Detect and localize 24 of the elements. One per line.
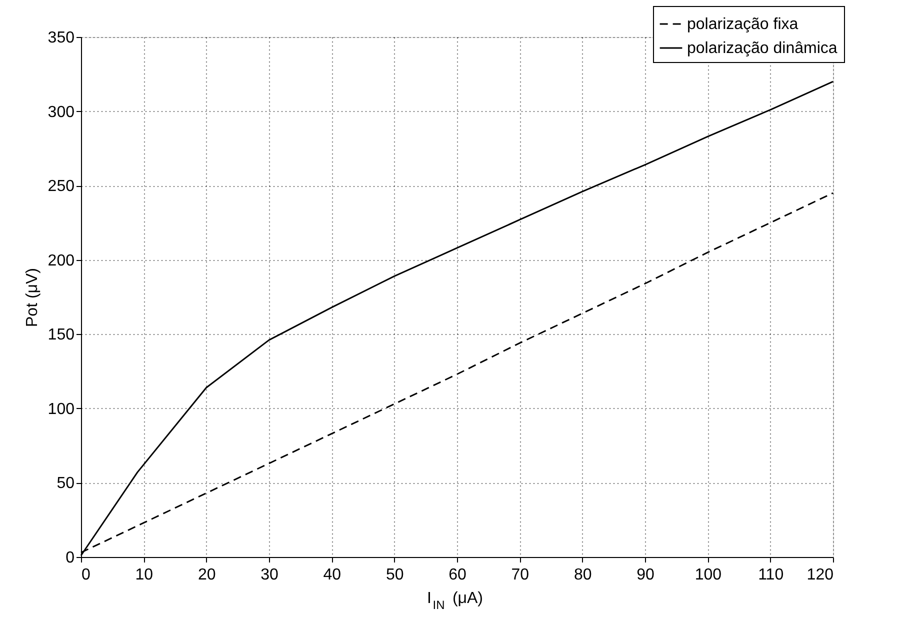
x-tick-label: 0 [82, 566, 90, 584]
x-tick-label: 20 [198, 566, 216, 584]
y-tick-label: 150 [48, 326, 75, 344]
y-tick-label: 350 [48, 30, 75, 46]
x-tick-label: 90 [636, 566, 654, 584]
x-tick-label: 60 [448, 566, 466, 584]
y-axis-title: Pot (μV) [24, 268, 41, 328]
x-tick-label: 70 [511, 566, 530, 584]
x-tick-label: 110 [758, 566, 784, 584]
y-tick-label: 0 [66, 550, 75, 566]
legend-label: polarização dinâmica [687, 40, 838, 57]
legend-label: polarização fixa [687, 16, 798, 33]
x-tick-label: 120 [806, 566, 834, 584]
y-tick-label: 200 [48, 252, 75, 270]
x-tick-label: 10 [135, 566, 154, 584]
x-tick-label: 100 [694, 566, 722, 584]
x-tick-label: 80 [574, 566, 592, 584]
y-tick-label: 50 [56, 475, 75, 492]
y-tick-label: 250 [48, 178, 75, 196]
x-tick-label: 50 [386, 566, 404, 584]
y-tick-label: 300 [48, 104, 75, 121]
y-tick-label: 100 [48, 400, 75, 418]
x-tick-label: 30 [260, 566, 278, 584]
x-tick-label: 40 [323, 566, 342, 584]
